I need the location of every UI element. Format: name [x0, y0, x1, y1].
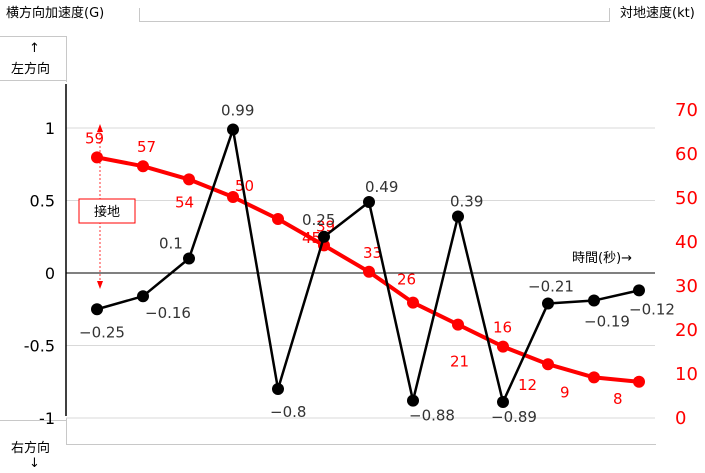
right-tick-label: 60: [675, 144, 698, 165]
touchdown-box: [78, 198, 136, 224]
acceleration-label: −0.16: [145, 304, 191, 322]
left-axis-title: 横方向加速度(G): [6, 6, 105, 21]
footer-rule: [66, 444, 656, 445]
left-label-low-rule: [0, 420, 66, 421]
header-rule: [140, 21, 610, 22]
left-tick-label: 0.5: [30, 192, 55, 211]
acceleration-label: 0.1: [159, 235, 183, 253]
header-rule-right-tick: [609, 8, 610, 22]
left-direction-label: 左方向: [11, 62, 51, 77]
acceleration-label: −0.12: [629, 300, 675, 318]
acceleration-point: [91, 303, 103, 316]
left-label-bracket-bottom: [66, 418, 67, 444]
right-tick-label: 10: [675, 364, 698, 385]
acceleration-series: −0.25 −0.16 0.1 0.99 −0.8 0.25 0.49 −0.88 0.39 −0…: [79, 101, 675, 426]
speed-label: 54: [175, 193, 194, 211]
right-tick-label: 40: [675, 232, 698, 253]
speed-label: 8: [613, 390, 623, 408]
acceleration-label: −0.19: [584, 313, 630, 331]
speed-point: [183, 173, 195, 186]
speed-point: [272, 213, 284, 225]
left-tick-label: 1: [45, 119, 55, 138]
acceleration-label: −0.21: [528, 277, 574, 295]
left-tick-label: 0: [45, 264, 55, 283]
acceleration-point: [272, 383, 284, 395]
up-arrow: ↑: [29, 41, 40, 56]
speed-point: [91, 151, 103, 164]
acceleration-point: [137, 290, 149, 303]
speed-point: [407, 296, 419, 309]
left-label-top-rule: [0, 36, 66, 37]
speed-label: 57: [137, 138, 156, 156]
left-label-bracket-top: [66, 36, 67, 82]
speed-label: 45: [302, 229, 321, 247]
speed-point: [542, 358, 554, 371]
right-axis-title: 対地速度(kt): [620, 6, 695, 21]
acceleration-point: [407, 394, 419, 407]
down-arrow: ↓: [29, 456, 40, 471]
right-tick-label: 20: [675, 320, 698, 341]
speed-point: [227, 191, 239, 203]
acceleration-label: 0.25: [302, 211, 335, 229]
right-tick-label: 0: [675, 408, 686, 429]
acceleration-label: 0.39: [450, 192, 483, 210]
left-tick-label: -1: [39, 409, 55, 428]
touchdown-label: 接地: [94, 204, 120, 220]
x-axis-label: 時間(秒)→: [572, 251, 632, 266]
speed-label: 12: [518, 376, 537, 394]
speed-label: 21: [450, 353, 469, 371]
acceleration-label: 0.99: [221, 101, 254, 119]
speed-point: [633, 375, 645, 388]
acceleration-point: [452, 210, 464, 223]
acceleration-point: [183, 252, 195, 265]
acceleration-line: [96, 128, 640, 404]
acceleration-label: −0.8: [270, 403, 306, 421]
speed-label: 33: [363, 244, 382, 262]
left-tick-label: -0.5: [24, 337, 55, 356]
acceleration-point: [227, 123, 239, 136]
speed-point: [452, 318, 464, 331]
touchdown-arrow-up: [97, 124, 103, 132]
speed-label: 50: [235, 177, 254, 195]
touchdown-arrow-down: [97, 281, 103, 289]
speed-point: [588, 371, 600, 384]
acceleration-point: [588, 294, 600, 307]
speed-point: [497, 340, 509, 353]
speed-label: 9: [560, 383, 570, 401]
right-tick-label: 50: [675, 188, 698, 209]
acceleration-point: [363, 195, 375, 208]
speed-point: [137, 160, 149, 173]
acceleration-point: [497, 396, 509, 409]
acceleration-label: −0.89: [491, 408, 537, 426]
left-label-mid-rule: [0, 80, 66, 81]
right-tick-label: 70: [675, 100, 698, 121]
right-tick-label: 30: [675, 276, 698, 297]
acceleration-label: −0.25: [79, 323, 125, 341]
speed-point: [363, 265, 375, 278]
right-axis-ticks: 70 60 50 40 30 20 10 0: [675, 100, 698, 429]
acceleration-point: [318, 230, 330, 243]
acceleration-point: [542, 297, 554, 310]
acceleration-label: 0.49: [365, 178, 398, 196]
left-axis-ticks: 1 0.5 0 -0.5 -1: [24, 119, 55, 428]
right-direction-label: 右方向: [11, 441, 51, 456]
header-rule-left-tick: [139, 8, 140, 22]
touchdown-annotation: 接地: [78, 124, 136, 289]
acceleration-label: −0.88: [409, 407, 455, 425]
acceleration-point: [633, 284, 645, 297]
speed-label: 26: [397, 271, 416, 289]
gridlines: [66, 127, 655, 419]
speed-label: 16: [493, 319, 512, 337]
speed-label: 59: [85, 129, 104, 147]
